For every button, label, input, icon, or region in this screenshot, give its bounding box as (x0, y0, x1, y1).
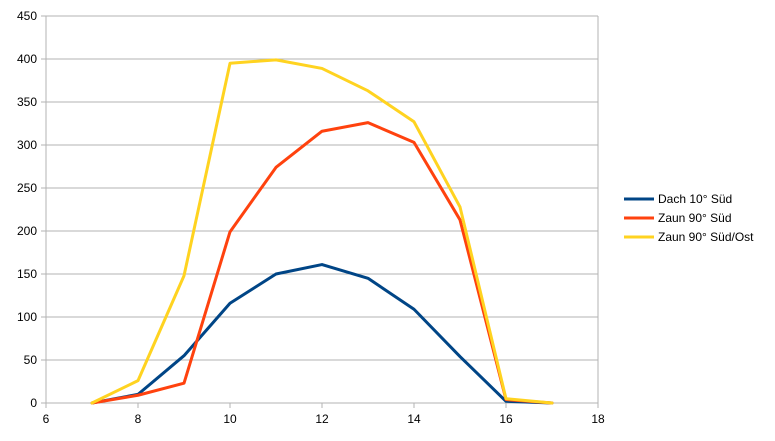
y-tick-label: 100 (17, 310, 37, 324)
x-tick-label: 8 (135, 412, 142, 426)
y-tick-label: 400 (17, 52, 37, 66)
y-tick-label: 250 (17, 181, 37, 195)
legend-label: Zaun 90° Süd/Ost (658, 230, 754, 244)
y-tick-label: 350 (17, 95, 37, 109)
x-tick-label: 18 (591, 412, 605, 426)
data-point (321, 67, 324, 70)
data-point (413, 120, 416, 123)
axis-layer: 0 50 100 150 200 250 300 350 400 450 6 8 10 12 14 16 18 (17, 9, 605, 426)
series-layer (90, 58, 554, 405)
data-point (459, 218, 462, 221)
data-point (229, 230, 232, 233)
data-point (137, 379, 140, 382)
x-tick-label: 10 (223, 412, 237, 426)
data-point (183, 354, 186, 357)
data-point (413, 308, 416, 311)
data-point (183, 382, 186, 385)
data-point (229, 62, 232, 65)
data-point (413, 141, 416, 144)
data-point (275, 273, 278, 276)
data-point (183, 274, 186, 277)
x-tick-label: 16 (499, 412, 513, 426)
data-point (367, 121, 370, 124)
data-point (275, 166, 278, 169)
data-point (91, 402, 94, 405)
legend-label: Zaun 90° Süd (658, 211, 732, 225)
data-point (321, 263, 324, 266)
data-point (321, 130, 324, 133)
grid-layer (46, 15, 598, 361)
x-tick-label: 14 (407, 412, 421, 426)
data-point (459, 205, 462, 208)
data-point (275, 58, 278, 61)
data-point (459, 355, 462, 358)
data-point (137, 394, 140, 397)
legend: Dach 10° Süd Zaun 90° Süd Zaun 90° Süd/Ost (624, 192, 754, 244)
x-tick-label: 6 (43, 412, 50, 426)
series-line-1 (90, 121, 554, 405)
legend-label: Dach 10° Süd (658, 192, 732, 206)
data-point (229, 302, 232, 305)
y-tick-label: 0 (30, 396, 37, 410)
data-point (551, 402, 554, 405)
data-point (505, 397, 508, 400)
data-point (367, 89, 370, 92)
data-point (367, 277, 370, 280)
series-line-0 (90, 263, 554, 405)
y-tick-label: 450 (17, 9, 37, 23)
y-tick-label: 150 (17, 267, 37, 281)
y-tick-label: 300 (17, 138, 37, 152)
y-tick-label: 200 (17, 224, 37, 238)
y-tick-label: 50 (24, 353, 38, 367)
x-tick-label: 12 (315, 412, 329, 426)
series-line-2 (90, 58, 554, 405)
